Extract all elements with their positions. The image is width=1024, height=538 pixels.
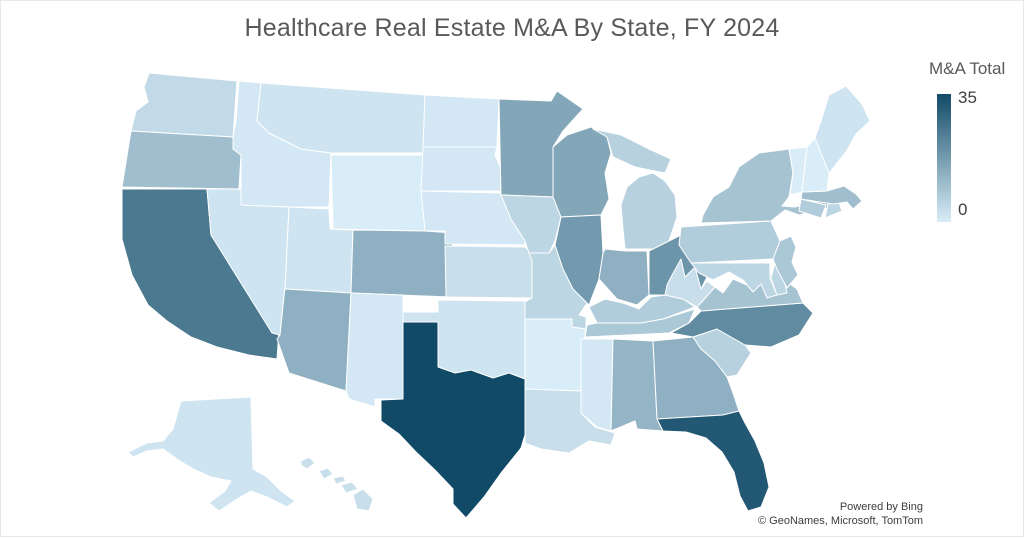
state-or[interactable] (121, 130, 242, 190)
state-hi[interactable] (300, 456, 374, 512)
map-attribution: Powered by Bing © GeoNames, Microsoft, T… (758, 500, 923, 528)
state-ny[interactable] (700, 148, 837, 224)
state-wi[interactable] (552, 126, 612, 218)
state-nj[interactable] (772, 235, 799, 289)
state-ks[interactable] (444, 245, 533, 299)
state-ms[interactable] (580, 338, 614, 432)
state-ct[interactable] (798, 198, 827, 219)
state-tn[interactable] (584, 308, 696, 338)
legend-min-label: 0 (958, 200, 968, 219)
state-az[interactable] (276, 286, 352, 392)
state-pa[interactable] (678, 220, 781, 264)
state-wy[interactable] (330, 154, 426, 232)
page-title: Healthcare Real Estate M&A By State, FY … (244, 14, 780, 42)
legend-max-label: 35 (958, 88, 977, 107)
state-sd[interactable] (420, 146, 504, 192)
geodata-copyright: © GeoNames, Microsoft, TomTom (758, 515, 923, 527)
powered-by-bing: Powered by Bing (839, 501, 923, 513)
state-ar[interactable] (524, 318, 587, 392)
state-tx[interactable] (380, 321, 529, 519)
state-nc[interactable] (670, 302, 814, 348)
legend-title: M&A Total (929, 59, 1006, 78)
state-nd[interactable] (422, 94, 500, 148)
state-nm[interactable] (345, 292, 404, 408)
state-il[interactable] (554, 214, 604, 306)
state-in[interactable] (598, 248, 650, 306)
legend-gradient-bar (937, 94, 951, 222)
state-fl[interactable] (656, 410, 770, 512)
state-co[interactable] (350, 229, 454, 298)
state-me[interactable] (814, 85, 871, 174)
state-nh[interactable] (801, 137, 830, 193)
state-wa[interactable] (130, 72, 238, 138)
state-wv[interactable] (664, 258, 716, 308)
states-group (121, 72, 871, 519)
color-legend: M&A Total 35 0 (929, 59, 1021, 222)
state-md[interactable] (690, 262, 778, 299)
state-ak[interactable] (127, 396, 296, 512)
